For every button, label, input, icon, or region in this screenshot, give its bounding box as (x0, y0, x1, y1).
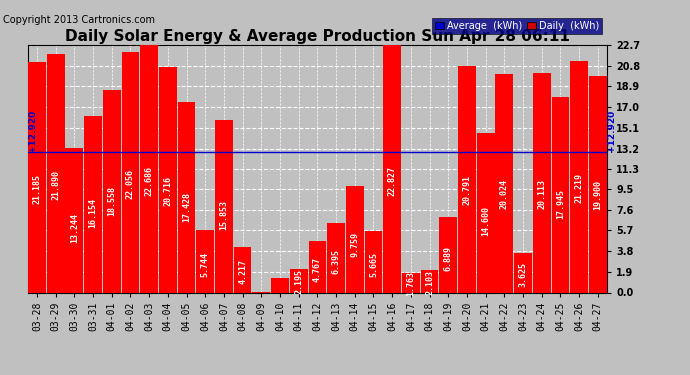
Bar (84, 116, 102, 292)
Text: 22.686: 22.686 (145, 166, 154, 196)
Legend: Average  (kWh), Daily  (kWh): Average (kWh), Daily (kWh) (432, 18, 602, 33)
Bar (177, 102, 195, 292)
Text: 22.056: 22.056 (126, 169, 135, 199)
Text: 5.744: 5.744 (201, 252, 210, 277)
Bar (197, 230, 214, 292)
Title: Daily Solar Energy & Average Production Sun Apr 28 06:11: Daily Solar Energy & Average Production … (65, 29, 570, 44)
Text: +12.920: +12.920 (28, 110, 37, 152)
Bar (47, 54, 65, 292)
Text: 20.024: 20.024 (500, 179, 509, 209)
Bar (103, 90, 121, 292)
Text: 4.217: 4.217 (238, 259, 247, 284)
Text: 21.890: 21.890 (51, 170, 60, 200)
Text: 4.767: 4.767 (313, 256, 322, 282)
Bar (346, 186, 364, 292)
Bar (28, 62, 46, 292)
Bar (121, 52, 139, 292)
Text: 6.395: 6.395 (332, 249, 341, 274)
Bar (159, 67, 177, 292)
Text: 9.759: 9.759 (351, 232, 359, 257)
Text: 18.558: 18.558 (107, 186, 116, 216)
Bar (440, 217, 457, 292)
Bar (477, 134, 495, 292)
Text: 21.219: 21.219 (575, 173, 584, 203)
Text: 21.185: 21.185 (32, 174, 41, 204)
Text: 17.428: 17.428 (182, 192, 191, 222)
Text: 20.716: 20.716 (164, 176, 172, 206)
Bar (215, 120, 233, 292)
Bar (327, 223, 345, 292)
Text: 2.103: 2.103 (425, 270, 434, 295)
Text: 13.244: 13.244 (70, 213, 79, 243)
Text: 5.665: 5.665 (369, 252, 378, 277)
Text: 1.763: 1.763 (406, 272, 415, 296)
Bar (570, 61, 588, 292)
Text: 3.625: 3.625 (519, 262, 528, 287)
Bar (234, 246, 251, 292)
Bar (364, 231, 382, 292)
Bar (533, 73, 551, 292)
Bar (514, 253, 532, 292)
Bar (66, 148, 83, 292)
Bar (495, 74, 513, 292)
Text: 14.600: 14.600 (481, 206, 490, 236)
Text: 20.791: 20.791 (462, 176, 471, 206)
Text: 19.900: 19.900 (593, 180, 602, 210)
Bar (384, 44, 401, 292)
Text: 17.945: 17.945 (556, 189, 565, 219)
Text: 22.827: 22.827 (388, 165, 397, 195)
Text: 15.853: 15.853 (219, 200, 228, 230)
Text: 16.154: 16.154 (88, 198, 97, 228)
Text: 20.113: 20.113 (538, 179, 546, 209)
Bar (458, 66, 476, 292)
Bar (308, 240, 326, 292)
Text: 2.195: 2.195 (294, 269, 303, 294)
Bar (551, 97, 569, 292)
Bar (402, 273, 420, 292)
Bar (140, 45, 158, 292)
Text: 6.889: 6.889 (444, 246, 453, 271)
Text: +12.920: +12.920 (607, 110, 616, 152)
Bar (421, 270, 438, 292)
Bar (290, 268, 308, 292)
Bar (589, 75, 607, 292)
Bar (271, 278, 289, 292)
Text: Copyright 2013 Cartronics.com: Copyright 2013 Cartronics.com (3, 15, 155, 25)
